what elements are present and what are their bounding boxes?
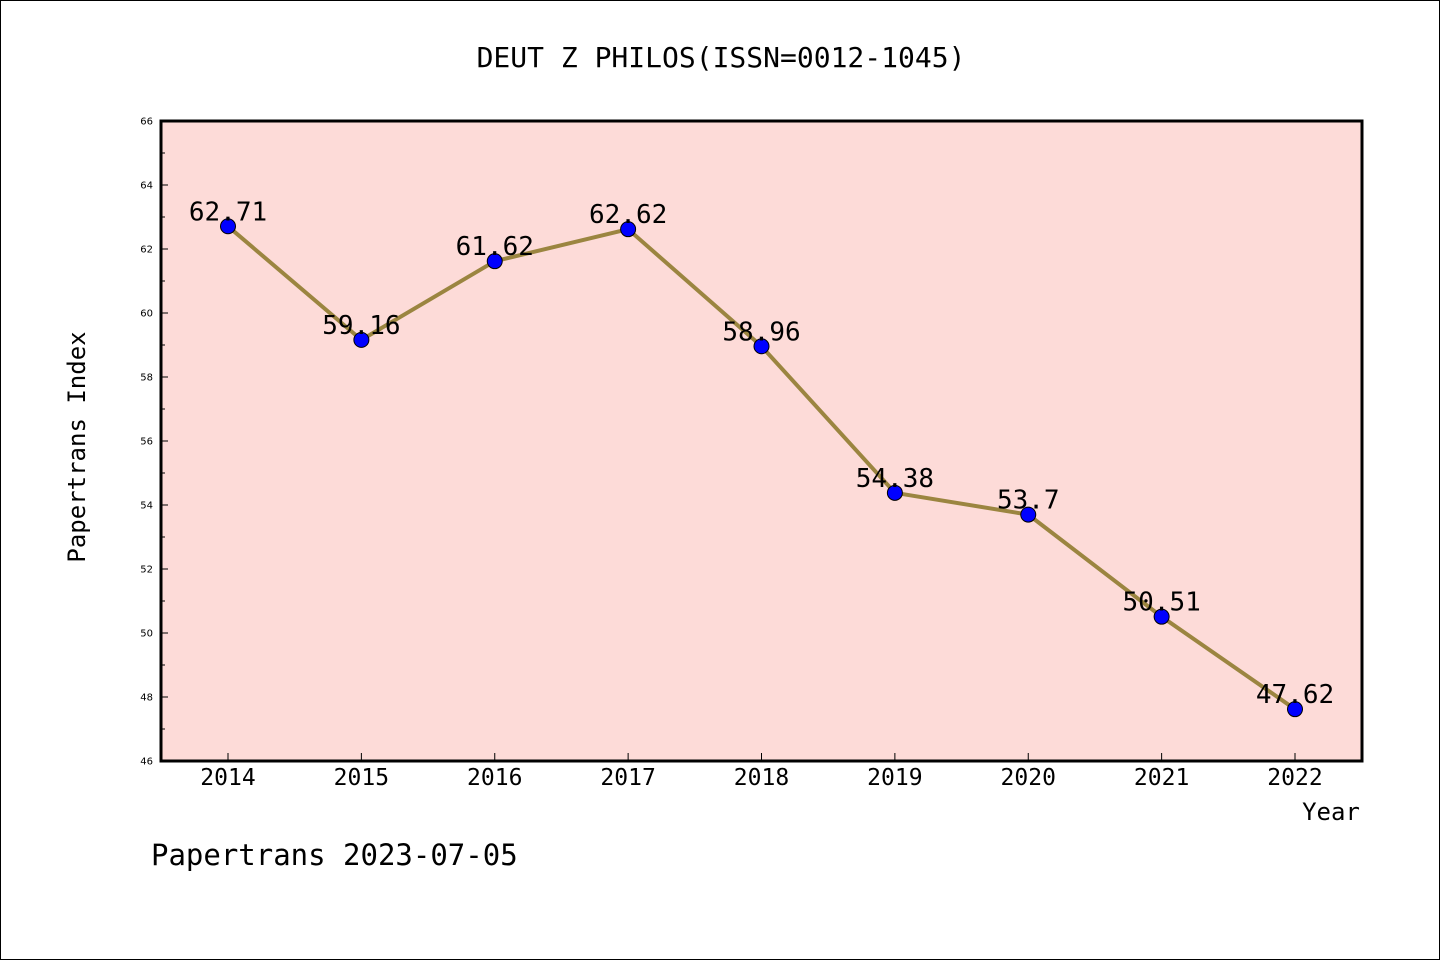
- x-axis-label: Year: [1302, 798, 1360, 826]
- footer-text: Papertrans 2023-07-05: [151, 838, 518, 872]
- data-point-marker: [620, 221, 637, 238]
- data-point-marker: [1287, 701, 1303, 718]
- data-point-label: 59.16: [322, 311, 400, 341]
- plot-area: [161, 121, 1362, 761]
- y-tick-label: 48: [140, 693, 153, 704]
- data-point-label: 50.51: [1122, 588, 1200, 618]
- x-tick-label: 2015: [334, 765, 389, 791]
- data-point-label: 61.62: [456, 232, 534, 262]
- y-tick-label: 62: [140, 245, 153, 256]
- data-point-marker: [1153, 608, 1170, 625]
- x-tick-label: 2022: [1267, 765, 1322, 791]
- data-labels: 62.71 59.16 61.62 62.62 58.96 54.38 53.7 50.51 4…: [189, 197, 1334, 710]
- y-tick-label: 58: [140, 373, 153, 384]
- data-point-marker: [753, 338, 770, 355]
- x-tick-label: 2017: [600, 765, 655, 791]
- y-tick-label: 56: [140, 437, 153, 448]
- data-point-label: 54.38: [856, 464, 934, 494]
- y-tick-label: 52: [140, 565, 153, 576]
- y-tick-label: 66: [140, 117, 153, 128]
- plot-border: [159, 119, 1364, 763]
- y-axis-label: Papertrans Index: [63, 331, 91, 562]
- data-point-marker: [1020, 506, 1037, 523]
- data-point-label: 53.7: [997, 486, 1060, 516]
- data-point-marker: [220, 218, 236, 235]
- data-point-label: 62.62: [589, 200, 667, 230]
- series-markers: [220, 218, 1303, 718]
- data-point-marker: [486, 253, 503, 270]
- x-tick-label: 2018: [734, 765, 789, 791]
- data-point-marker: [886, 484, 903, 501]
- axis-ticks: 46 48 50 52 54 56 58 60 62 64 66 2014 2015 2016 2017 20…: [140, 117, 1322, 792]
- x-tick-label: 2016: [467, 765, 522, 791]
- y-tick-label: 46: [140, 757, 153, 768]
- y-tick-label: 64: [140, 181, 153, 192]
- x-tick-label: 2019: [867, 765, 922, 791]
- x-tick-label: 2020: [1001, 765, 1056, 791]
- chart-title: DEUT Z PHILOS(ISSN=0012-1045): [477, 41, 966, 74]
- data-point-label: 58.96: [722, 317, 800, 347]
- y-tick-label: 54: [140, 501, 153, 512]
- data-point-marker: [353, 331, 370, 348]
- y-tick-label: 60: [140, 309, 153, 320]
- y-tick-label: 50: [140, 629, 153, 640]
- data-point-label: 47.62: [1256, 680, 1334, 710]
- x-tick-label: 2021: [1134, 765, 1189, 791]
- data-point-label: 62.71: [189, 197, 267, 227]
- x-tick-label: 2014: [200, 765, 255, 791]
